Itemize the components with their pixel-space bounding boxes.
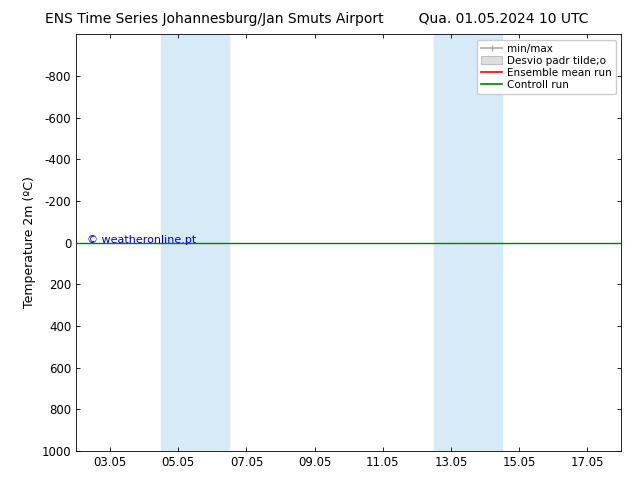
Bar [161, 34, 230, 451]
Y-axis label: Temperature 2m (ºC): Temperature 2m (ºC) [23, 176, 36, 309]
Text: ENS Time Series Johannesburg/Jan Smuts Airport        Qua. 01.05.2024 10 UTC: ENS Time Series Johannesburg/Jan Smuts A… [45, 12, 589, 26]
Text: © weatheronline.pt: © weatheronline.pt [87, 235, 197, 245]
Bar [434, 34, 502, 451]
Legend: min/max, Desvio padr tilde;o, Ensemble mean run, Controll run: min/max, Desvio padr tilde;o, Ensemble m… [477, 40, 616, 94]
